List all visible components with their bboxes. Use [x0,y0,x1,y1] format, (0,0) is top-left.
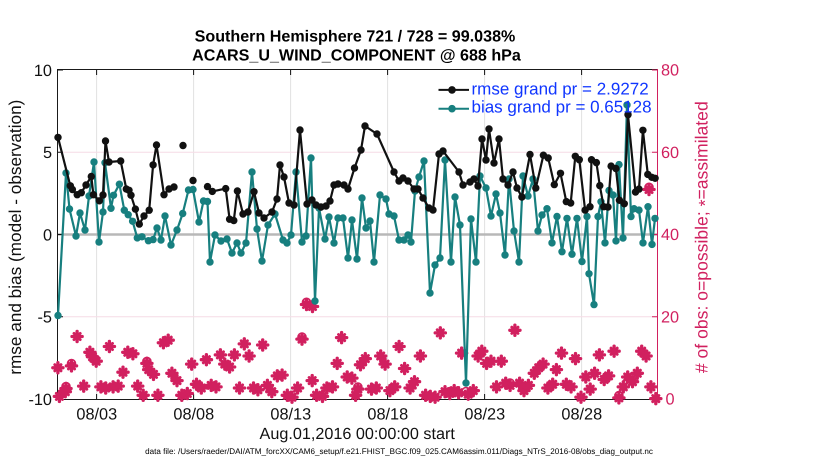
svg-text:20: 20 [661,308,679,326]
svg-text:Aug.01,2016 00:00:00 start: Aug.01,2016 00:00:00 start [260,425,456,443]
svg-text:-10: -10 [28,391,52,409]
svg-text:ACARS_U_WIND_COMPONENT @ 688 h: ACARS_U_WIND_COMPONENT @ 688 hPa [192,47,522,65]
svg-text:08/08: 08/08 [173,405,214,423]
svg-text:08/03: 08/03 [76,405,117,423]
svg-text:-5: -5 [38,309,52,327]
svg-text:80: 80 [661,62,679,80]
svg-text:# of obs: o=possible; *=assimi: # of obs: o=possible; *=assimilated [692,101,715,373]
svg-text:08/28: 08/28 [561,405,602,423]
svg-text:60: 60 [661,144,679,162]
svg-text:0: 0 [43,226,52,244]
svg-text:Southern Hemisphere 721 / 728: Southern Hemisphere 721 / 728 = 99.038% [195,28,516,46]
svg-text:40: 40 [661,226,679,244]
svg-text:10: 10 [34,62,52,80]
svg-text:bias grand pr = 0.65128: bias grand pr = 0.65128 [472,97,652,116]
svg-text:08/23: 08/23 [464,405,505,423]
svg-text:08/18: 08/18 [367,405,408,423]
svg-text:0: 0 [665,391,674,409]
svg-text:data file: /Users/raeder/DAI/A: data file: /Users/raeder/DAI/ATM_forcXX/… [145,447,653,456]
svg-text:rmse and bias (model - observa: rmse and bias (model - observation) [5,100,25,375]
svg-text:rmse grand pr = 2.9272: rmse grand pr = 2.9272 [472,79,649,98]
svg-text:5: 5 [43,144,52,162]
svg-text:08/13: 08/13 [270,405,311,423]
